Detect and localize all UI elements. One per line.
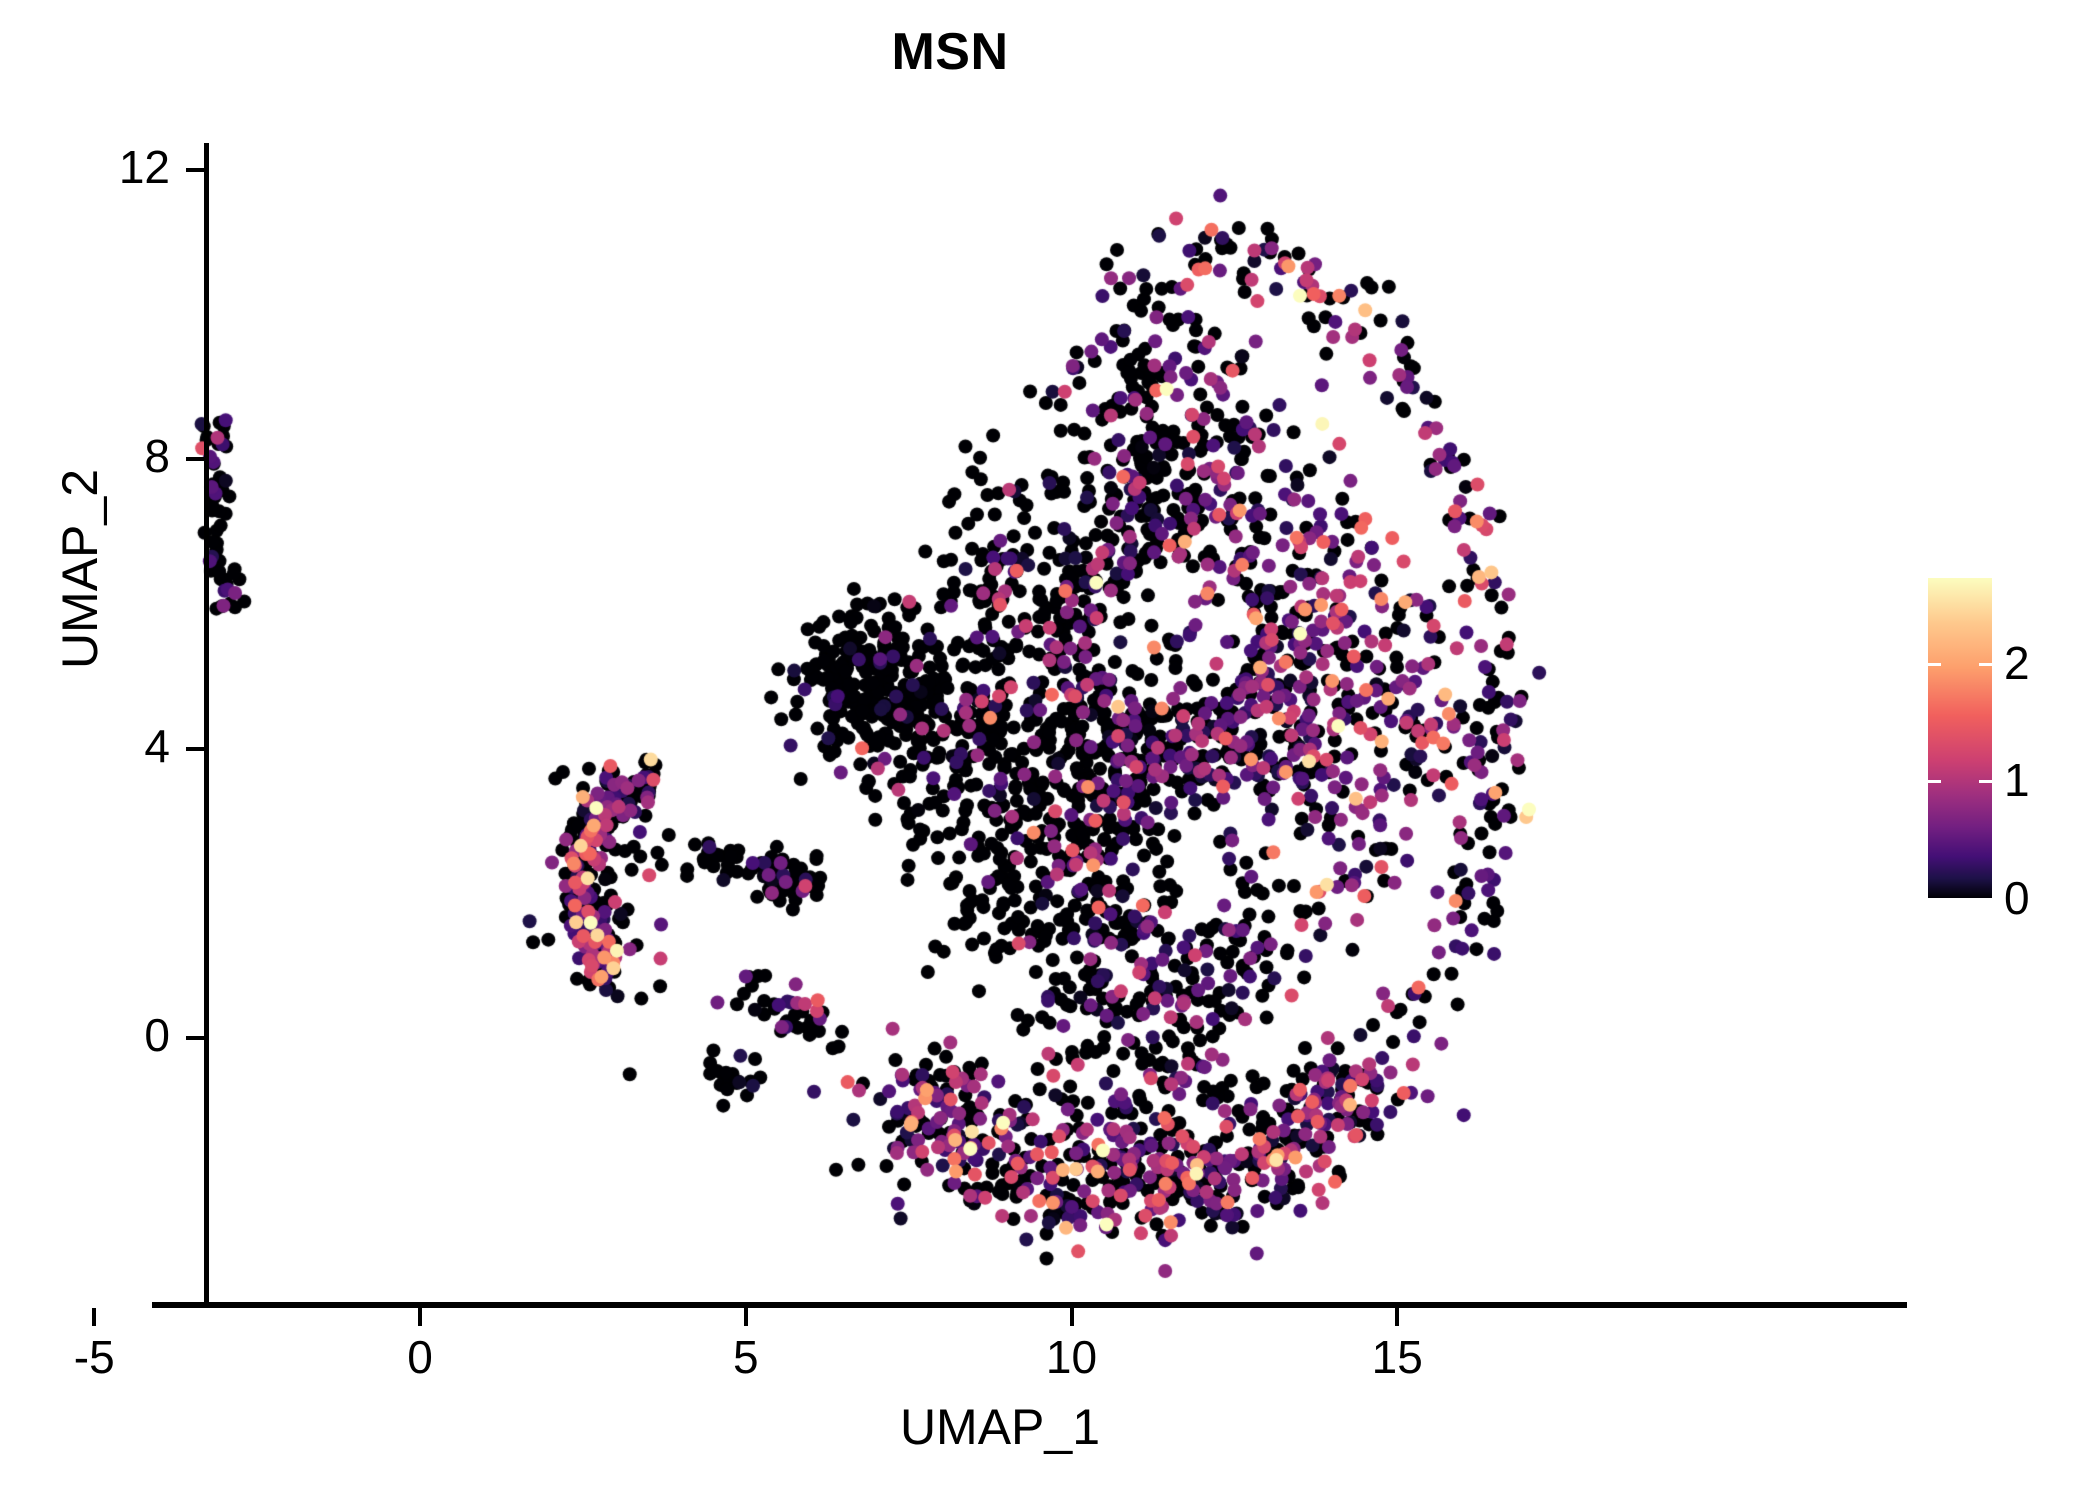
x-tick-label: -5 <box>73 1331 115 1383</box>
x-tick-mark <box>418 1308 422 1326</box>
y-axis-label: UMAP_2 <box>52 468 108 670</box>
x-tick-label: 5 <box>732 1331 759 1383</box>
colorbar-tick-mark <box>1979 662 1992 666</box>
x-tick-label: 10 <box>1045 1331 1098 1383</box>
colorbar-gradient <box>1928 578 1992 898</box>
y-tick-label: 4 <box>144 719 170 772</box>
y-tick-mark <box>186 746 204 751</box>
y-tick-mark <box>186 1036 204 1040</box>
x-axis-line <box>152 1302 1907 1308</box>
y-tick-label: 0 <box>144 1009 170 1061</box>
colorbar-tick-label: 0 <box>2004 872 2030 924</box>
y-tick-label: 8 <box>144 430 170 483</box>
x-tick-label: 0 <box>407 1331 433 1383</box>
x-tick-mark <box>92 1308 97 1326</box>
x-tick-mark <box>1395 1308 1400 1326</box>
y-tick-mark <box>186 457 204 462</box>
x-axis-label: UMAP_1 <box>899 1399 1101 1455</box>
colorbar-tick-mark <box>1979 780 1992 784</box>
x-tick-label: 15 <box>1371 1331 1423 1383</box>
colorbar-tick-mark <box>1928 780 1941 784</box>
colorbar-tick-mark <box>1928 662 1941 666</box>
colorbar-tick-label: 2 <box>2004 636 2030 689</box>
y-tick-label: 12 <box>118 141 170 193</box>
x-tick-mark <box>1069 1308 1074 1326</box>
y-tick-mark <box>186 168 204 172</box>
colorbar-tick-label: 1 <box>2004 754 2030 807</box>
x-tick-mark <box>743 1308 748 1326</box>
expression-colorbar: 0 1 2 <box>1928 578 2030 924</box>
y-axis-line <box>204 143 209 1305</box>
